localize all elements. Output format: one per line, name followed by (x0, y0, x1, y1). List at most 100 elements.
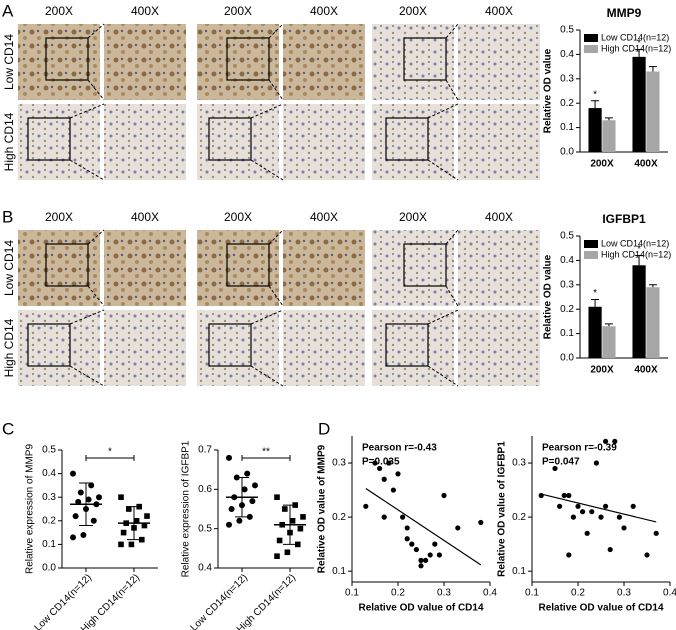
point (630, 503, 636, 509)
x-tick-label: 400X (634, 159, 658, 170)
annotation: P=0.047 (542, 457, 580, 468)
x-tick-label: 200X (590, 159, 614, 170)
zoom-line (427, 365, 459, 387)
point (274, 494, 280, 500)
magnification-label: 400X (310, 210, 338, 224)
y-tick-label: 0.1 (560, 122, 574, 133)
point (128, 541, 135, 548)
chart-title: IGFBP1 (602, 212, 646, 226)
panel-label: B (2, 207, 13, 226)
x-tick-label: 0.4 (663, 588, 676, 599)
micrograph (18, 310, 100, 386)
point (300, 514, 306, 520)
y-tick-label: 0.5 (42, 445, 56, 456)
point (276, 537, 283, 544)
sd-bar (283, 504, 297, 545)
y-tick-label: 0.7 (198, 445, 212, 456)
zoom-line (445, 229, 459, 245)
y-tick-label: 0.1 (332, 566, 346, 577)
point (390, 487, 396, 493)
point (77, 489, 84, 496)
point (455, 525, 461, 531)
y-tick-label: 0.0 (560, 353, 574, 364)
legend-label: Low CD14(n=12) (601, 238, 669, 248)
y-axis-label: Relative expression of MMP9 (25, 444, 36, 574)
point (584, 530, 590, 536)
legend-swatch (584, 45, 598, 53)
legend-swatch (584, 34, 598, 42)
micrograph (458, 230, 540, 306)
micrograph (372, 230, 454, 306)
magnification-label: 400X (131, 4, 159, 18)
y-tick-label: 0.2 (512, 512, 526, 523)
point (252, 482, 258, 489)
zoom-line (69, 103, 105, 119)
micrograph (372, 24, 454, 100)
zoom-line (69, 159, 105, 181)
significance: * (637, 38, 641, 49)
inset-box (403, 37, 447, 81)
point (478, 519, 484, 526)
inset-box (45, 243, 89, 287)
inset-box (208, 323, 252, 367)
point (538, 492, 544, 499)
point (386, 460, 392, 466)
x-axis-label: Relative OD value of CD14 (538, 603, 663, 614)
bar (646, 287, 660, 358)
inset-box (27, 117, 71, 161)
magnification-label: 400X (485, 4, 513, 18)
point (418, 557, 424, 563)
row-label: High CD14 (2, 112, 16, 171)
y-tick-label: 0.3 (332, 458, 346, 469)
point (566, 552, 572, 558)
point (598, 514, 604, 520)
x-tick-label: 0.2 (571, 588, 585, 599)
magnification-label: 200X (224, 210, 252, 224)
annotation: Pearson r=-0.39 (542, 443, 617, 454)
zoom-line (268, 285, 284, 307)
y-tick-label: 0.4 (560, 255, 574, 266)
point (141, 522, 148, 529)
micrograph (104, 230, 186, 306)
point (85, 496, 92, 503)
point (120, 529, 127, 536)
inset-box (403, 243, 447, 287)
y-tick-label: 0.5 (198, 523, 212, 534)
row-label: Low CD14 (2, 240, 16, 296)
row-label: Low CD14 (2, 34, 16, 90)
point (226, 521, 232, 528)
point (644, 552, 650, 558)
zoom-line (69, 309, 105, 325)
bar (602, 326, 616, 358)
bar (588, 108, 602, 152)
micrograph (283, 104, 365, 180)
zoom-line (69, 365, 105, 387)
significance: * (593, 89, 597, 100)
micrograph (18, 230, 100, 306)
point (133, 518, 140, 524)
point (75, 498, 82, 505)
legend-label: Low CD14(n=12) (601, 32, 669, 42)
x-tick-label: 0.1 (345, 588, 359, 599)
y-tick-label: 0.3 (560, 73, 574, 84)
micrograph (283, 24, 365, 100)
inset-box (27, 323, 71, 367)
y-axis-label: Relative OD value (543, 48, 554, 133)
error-bar (604, 117, 613, 121)
point (96, 494, 102, 501)
error-bar (648, 66, 657, 72)
point (377, 465, 383, 472)
zoom-line (250, 365, 284, 387)
point (139, 536, 145, 543)
y-tick-label: 0.5 (560, 25, 574, 36)
zoom-line (250, 159, 284, 181)
point (436, 552, 442, 558)
point (395, 471, 401, 477)
micrograph (18, 24, 100, 100)
point (226, 454, 232, 461)
significance: ** (262, 447, 270, 458)
zoom-line (87, 79, 105, 101)
point (616, 514, 623, 520)
micrograph (18, 104, 100, 180)
y-tick-label: 0.4 (198, 563, 212, 574)
